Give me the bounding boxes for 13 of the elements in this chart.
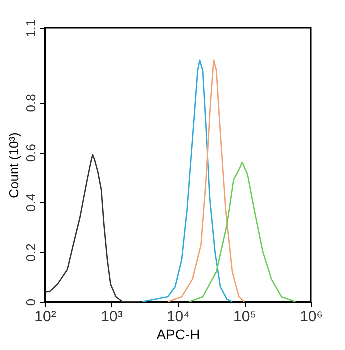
x-tick-label: 10² <box>34 308 56 326</box>
y-tick-label: 1.1 <box>24 19 38 38</box>
x-tick-label: 10⁵ <box>234 308 256 326</box>
y-tick-label: 0.4 <box>24 194 38 212</box>
x-tick-label: 10⁶ <box>300 308 323 326</box>
y-axis-title: Count (10³) <box>6 132 22 198</box>
y-tick-label: 0.8 <box>24 94 38 112</box>
y-tick-label: 0 <box>24 298 38 306</box>
x-tick-label: 10⁴ <box>166 308 190 326</box>
y-tick-label: 0.6 <box>24 144 38 162</box>
y-tick-label: 0.2 <box>24 244 38 262</box>
x-axis-title: APC-H <box>156 326 200 342</box>
x-tick-label: 10³ <box>101 308 123 326</box>
